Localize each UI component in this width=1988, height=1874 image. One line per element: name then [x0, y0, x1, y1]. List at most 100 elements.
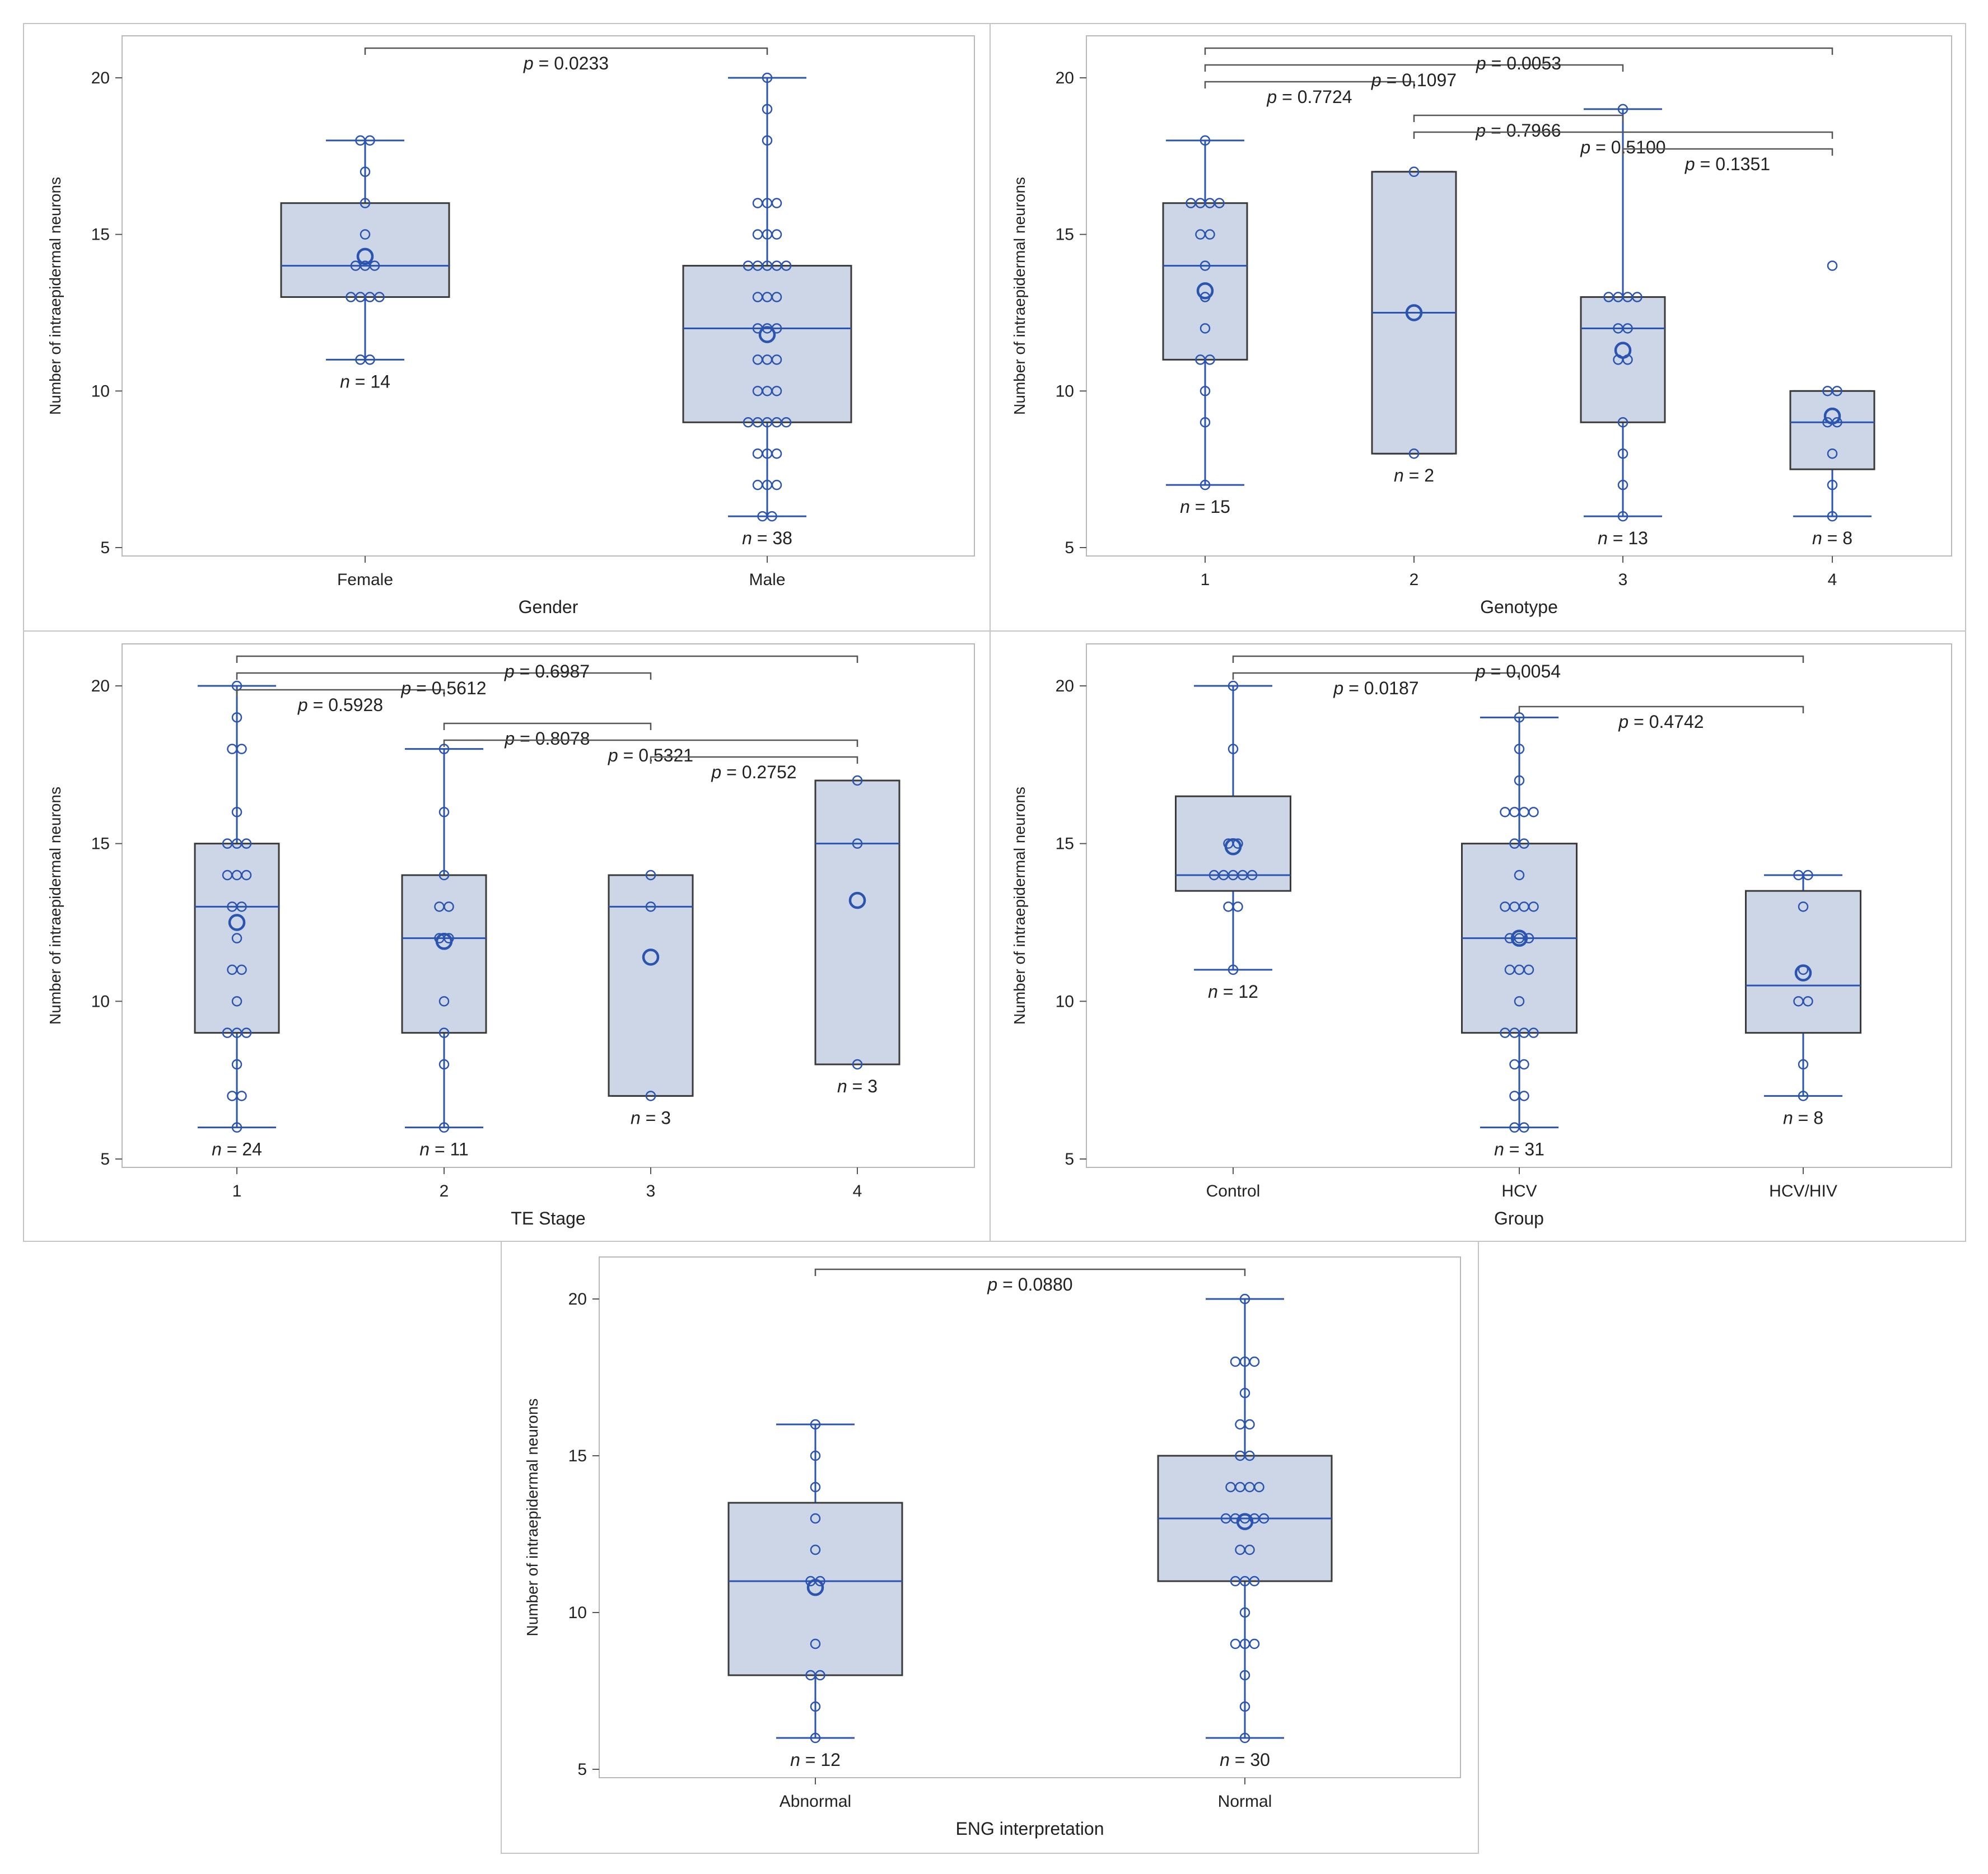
x-tick-label: 3 [1618, 571, 1628, 589]
chart-panel-2: 5 10 15 20 Number of intraepidermal neurons 1… [990, 23, 1966, 632]
data-point [810, 1544, 821, 1555]
comparison-bracket: p = 0.5612 [236, 672, 652, 698]
bracket-line [1204, 81, 1415, 88]
box-iqr [1162, 202, 1248, 361]
data-point [852, 838, 863, 849]
data-point [810, 1732, 821, 1744]
data-point [360, 198, 371, 208]
p-value-label: p = 0.7966 [1475, 120, 1561, 141]
data-point [1617, 417, 1628, 428]
x-axis-title: ENG interpretation [955, 1819, 1104, 1839]
data-point [1214, 198, 1225, 208]
n-label: n = 38 [742, 528, 792, 548]
y-tick-label: 20 [1056, 677, 1074, 695]
data-point [1233, 901, 1243, 912]
data-point [810, 1450, 821, 1461]
mean-marker [1614, 342, 1632, 359]
p-value-label: p = 0.0187 [1333, 678, 1418, 698]
box-group-Male: n = 38 [682, 72, 852, 548]
mean-marker [1224, 838, 1242, 856]
bracket-line [1622, 148, 1833, 156]
n-label: n = 2 [1394, 465, 1434, 485]
data-point [771, 229, 782, 240]
box-group-HCV/HIV: n = 8 [1745, 870, 1861, 1128]
box-group-Female: n = 14 [280, 135, 450, 391]
data-point [762, 104, 773, 115]
box-group-2: n = 11 [401, 744, 487, 1160]
bracket-line [236, 689, 445, 697]
data-point [236, 1091, 247, 1101]
bracket-line [443, 722, 652, 730]
data-point [1200, 135, 1211, 146]
data-point [231, 712, 242, 723]
panel-frame [990, 23, 1966, 632]
data-point [762, 72, 773, 83]
y-tick-label: 15 [568, 1447, 587, 1465]
y-axis-title: Number of intraepidermal neurons [46, 177, 64, 415]
comparison-bracket: p = 0.0187 [1232, 672, 1520, 698]
bracket-line [1232, 655, 1804, 663]
data-point [1827, 479, 1838, 490]
y-tick-label: 15 [91, 835, 110, 853]
data-point [1617, 479, 1628, 490]
comparison-bracket: p = 0.5928 [236, 689, 445, 715]
box-group-HCV: n = 31 [1461, 712, 1578, 1160]
bracket-line [236, 672, 652, 680]
box-iqr [608, 874, 694, 1097]
mean-marker [228, 914, 246, 931]
box-group-Normal: n = 30 [1157, 1293, 1333, 1770]
chart-panel-1: 5 10 15 20 Number of intraepidermal neurons F… [23, 23, 991, 632]
data-point [1228, 744, 1239, 754]
data-point [1528, 807, 1539, 817]
x-tick-label: 3 [646, 1182, 656, 1200]
data-point [444, 933, 454, 943]
data-point [645, 1091, 656, 1101]
data-point [1239, 1293, 1250, 1305]
box-group-2: n = 2 [1371, 166, 1457, 485]
data-point [1803, 996, 1813, 1007]
plot-area [122, 35, 975, 557]
p-value-label: p = 0.4742 [1618, 712, 1704, 732]
data-point [771, 386, 782, 396]
n-label: n = 15 [1180, 497, 1230, 517]
x-tick-label: 4 [853, 1182, 862, 1200]
data-point [771, 198, 782, 208]
y-axis-title: Number of intraepidermal neurons [1011, 177, 1028, 415]
n-label: n = 3 [837, 1076, 878, 1096]
data-point [781, 260, 792, 271]
y-tick-label: 20 [91, 677, 110, 695]
data-point [1233, 838, 1243, 849]
data-point [1519, 838, 1529, 849]
p-value-label: p = 0.0880 [987, 1274, 1072, 1294]
plot-area [1086, 35, 1952, 557]
data-point [1200, 479, 1211, 490]
p-value-label: p = 0.1351 [1684, 154, 1770, 174]
data-point [1228, 964, 1239, 975]
data-point [1827, 448, 1838, 459]
n-label: n = 14 [340, 371, 390, 391]
y-axis-title: Number of intraepidermal neurons [524, 1399, 541, 1637]
data-point [1798, 901, 1809, 912]
y-tick-label: 5 [100, 539, 110, 557]
data-point [231, 1059, 242, 1070]
n-label: n = 13 [1598, 528, 1648, 548]
comparison-bracket: p = 0.1097 [1204, 64, 1624, 90]
bracket-line [1518, 705, 1804, 713]
data-point [771, 292, 782, 302]
data-point [1408, 166, 1420, 177]
data-point [645, 901, 656, 912]
comparison-bracket: p = 0.7724 [1204, 81, 1415, 107]
mean-marker [1510, 929, 1528, 947]
bracket-line [1413, 131, 1833, 139]
data-point [374, 292, 385, 302]
data-point [1254, 1482, 1264, 1493]
mean-marker [1823, 407, 1841, 425]
y-tick-label: 5 [1065, 1150, 1074, 1169]
x-tick-label: 1 [1201, 571, 1210, 589]
data-point [1244, 1544, 1255, 1555]
data-point [1239, 1670, 1250, 1681]
y-axis-title: Number of intraepidermal neurons [1011, 787, 1028, 1025]
x-tick-label: HCV [1501, 1182, 1537, 1200]
box-iqr [194, 843, 280, 1034]
